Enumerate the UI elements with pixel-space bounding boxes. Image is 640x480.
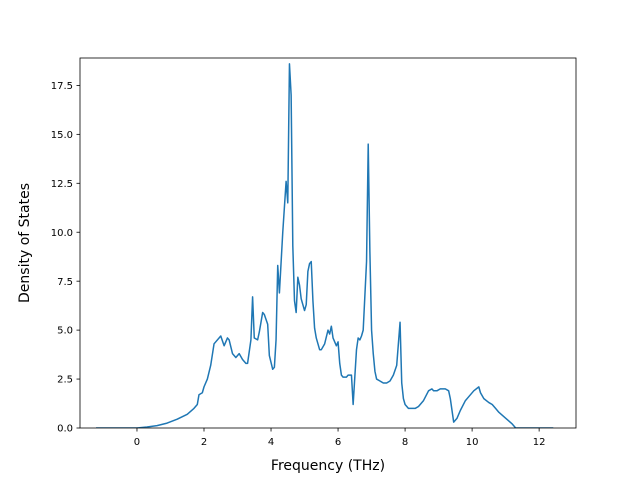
x-tick-label: 4 (268, 437, 274, 448)
x-tick-label: 6 (335, 437, 341, 448)
x-tick-label: 10 (466, 437, 479, 448)
y-tick-label: 17.5 (51, 81, 73, 92)
y-axis-ticks: 0.0 2.5 5.0 7.5 10.0 12.5 15.0 17.5 (51, 81, 80, 435)
x-tick-label: 12 (533, 437, 546, 448)
y-tick-label: 12.5 (51, 179, 73, 190)
x-axis-label: Frequency (THz) (271, 458, 385, 474)
y-tick-label: 0.0 (57, 424, 73, 435)
x-tick-label: 0 (134, 437, 140, 448)
y-axis-label: Density of States (17, 183, 33, 303)
x-axis-ticks: 0 2 4 6 8 10 12 (134, 428, 546, 448)
x-tick-label: 8 (402, 437, 408, 448)
y-tick-label: 2.5 (57, 375, 73, 386)
x-tick-label: 2 (201, 437, 207, 448)
y-tick-label: 5.0 (57, 326, 73, 337)
y-tick-label: 15.0 (51, 130, 73, 141)
y-tick-label: 10.0 (51, 228, 73, 239)
y-tick-label: 7.5 (57, 277, 73, 288)
plot-frame (79, 57, 577, 429)
dos-series-line (96, 63, 554, 428)
